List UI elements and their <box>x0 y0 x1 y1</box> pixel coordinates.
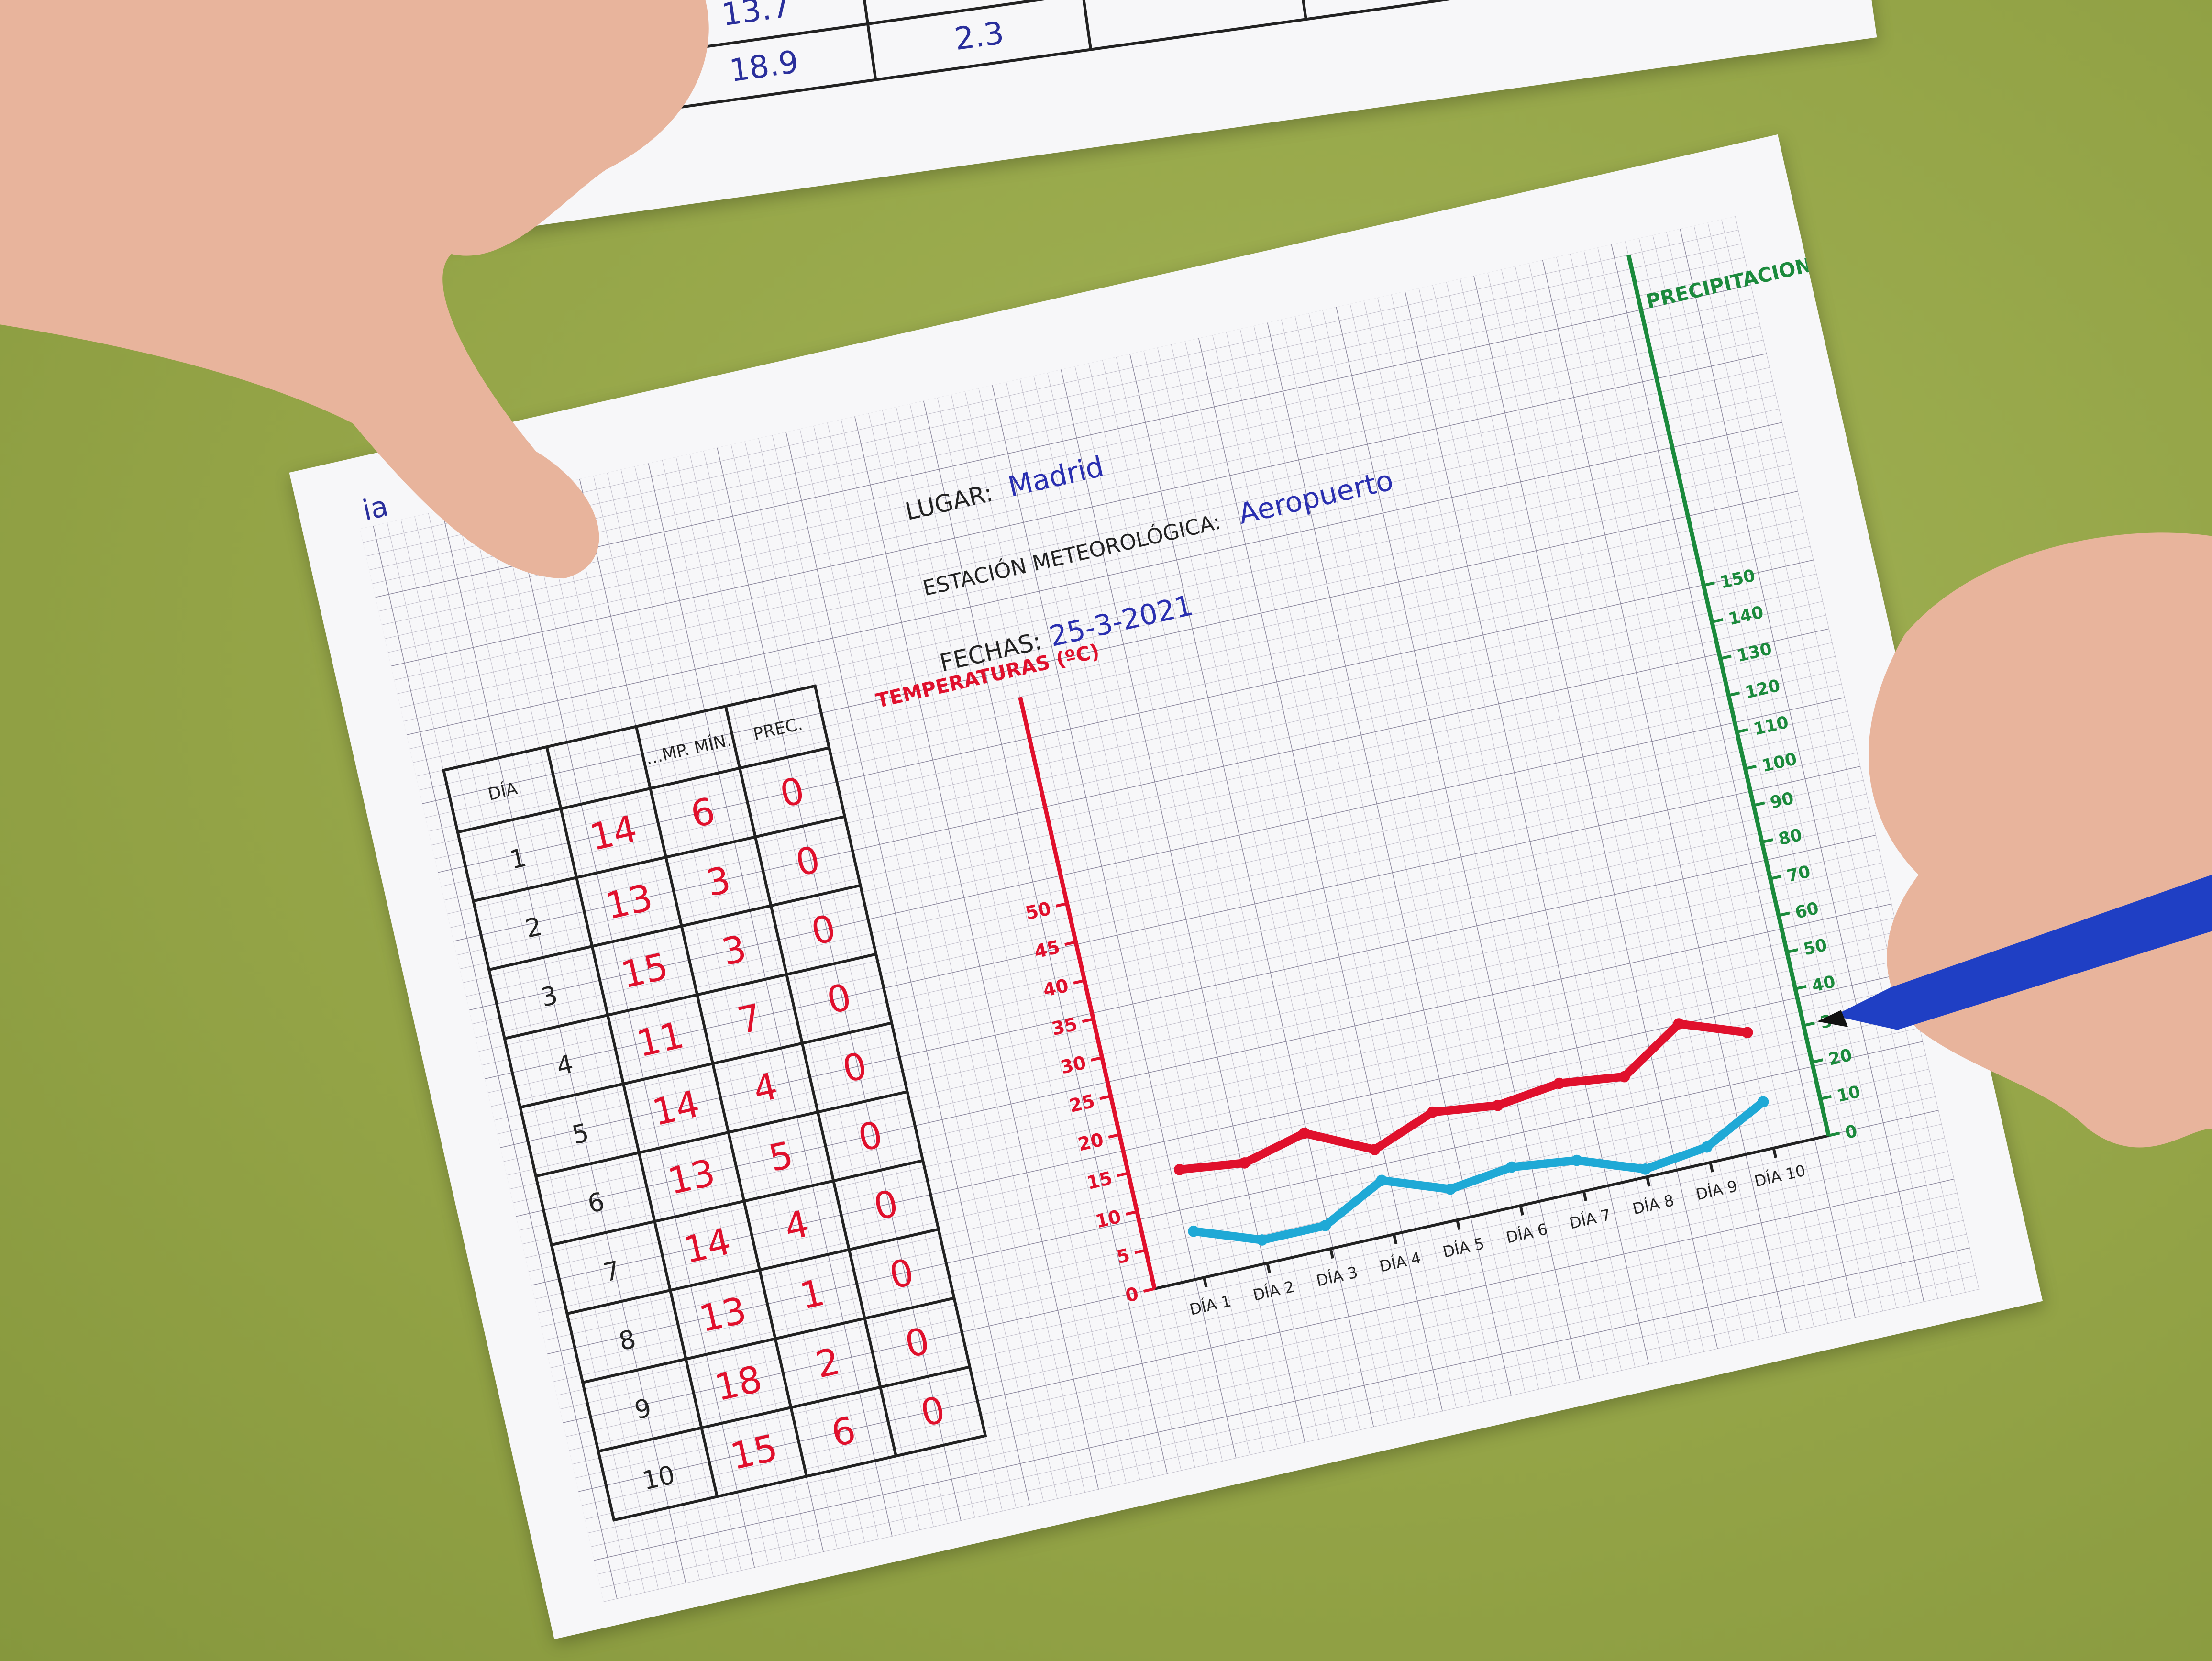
data-point <box>1427 1106 1438 1118</box>
temperature-tick <box>1143 1287 1155 1293</box>
temperature-tick <box>1108 1133 1120 1139</box>
temperature-tick <box>1064 941 1076 946</box>
temperature-tick <box>1091 1056 1103 1062</box>
precipitation-tick <box>1795 985 1807 990</box>
data-point <box>1618 1071 1630 1083</box>
series-line-1 <box>1189 1097 1768 1244</box>
precipitation-tick <box>1736 728 1748 734</box>
precipitation-tick <box>1828 1131 1840 1137</box>
temperature-axis <box>1018 697 1157 1289</box>
data-point <box>1701 1141 1713 1153</box>
data-point <box>1188 1225 1199 1237</box>
right-hand <box>1869 532 2212 1148</box>
data-point <box>1741 1027 1753 1039</box>
precipitation-tick <box>1812 1058 1824 1064</box>
temperature-tick <box>1126 1210 1138 1216</box>
x-tick <box>1329 1248 1335 1259</box>
x-tick <box>1646 1176 1651 1187</box>
data-point <box>1239 1157 1250 1169</box>
temperature-tick <box>1073 979 1085 985</box>
data-point <box>1319 1220 1331 1231</box>
table-cell: 14 <box>680 1220 735 1272</box>
data-point <box>1298 1127 1310 1139</box>
table-cell: 14 <box>649 1083 704 1134</box>
table-cell: 13 <box>664 1152 719 1203</box>
data-point <box>1376 1174 1388 1186</box>
x-tick <box>1456 1219 1461 1230</box>
precipitation-tick <box>1703 581 1715 587</box>
marker-pen <box>1817 875 2212 1030</box>
data-point <box>1369 1144 1381 1155</box>
table-cell: 18 <box>711 1358 766 1409</box>
precipitation-tick <box>1820 1095 1832 1100</box>
left-hand <box>0 0 709 579</box>
data-point <box>1173 1164 1185 1175</box>
temperature-tick <box>1099 1095 1111 1100</box>
climograph: ia LUGAR: Madrid ESTACIÓN METEOROLÓGICA:… <box>359 216 1980 1602</box>
precipitation-tick <box>1745 764 1757 770</box>
x-tick <box>1772 1148 1777 1158</box>
table-cell: 11 <box>633 1014 688 1065</box>
table-cell: 13 <box>696 1289 751 1341</box>
precipitation-tick <box>1786 948 1799 954</box>
precipitation-tick <box>1803 1021 1815 1027</box>
x-tick <box>1266 1262 1271 1273</box>
data-point <box>1639 1163 1651 1175</box>
temperature-tick <box>1117 1172 1129 1177</box>
temperature-tick <box>1134 1249 1146 1254</box>
temperature-tick <box>1055 902 1068 908</box>
precipitation-tick <box>1778 911 1790 917</box>
data-point <box>1492 1099 1504 1111</box>
x-tick <box>1582 1191 1588 1201</box>
x-tick <box>1203 1277 1208 1288</box>
data-point <box>1553 1077 1565 1089</box>
table-cell: 10 <box>640 1460 678 1496</box>
climograph-sheet: ia LUGAR: Madrid ESTACIÓN METEOROLÓGICA:… <box>289 134 2043 1639</box>
x-tick <box>1519 1205 1524 1216</box>
x-tick <box>1392 1234 1398 1244</box>
data-point <box>1256 1234 1268 1246</box>
temperature-tick <box>1082 1018 1094 1023</box>
series-line-0 <box>1175 1019 1752 1174</box>
table-border <box>442 684 987 1522</box>
graph-paper-grid <box>360 216 1980 1602</box>
precipitation-tick <box>1728 691 1740 697</box>
table-cell: 13 <box>602 876 657 928</box>
precipitation-tick <box>1712 618 1724 623</box>
precipitation-tick <box>1720 654 1732 660</box>
precipitation-tick <box>1753 801 1765 807</box>
data-point <box>1673 1018 1685 1030</box>
data-point <box>1444 1183 1456 1195</box>
data-point <box>1506 1161 1517 1173</box>
table-cell: 15 <box>617 945 672 997</box>
table-cell: 14 <box>586 808 641 859</box>
data-point <box>1571 1154 1582 1166</box>
precipitation-tick <box>1770 875 1782 880</box>
table-cell: 15 <box>727 1427 782 1478</box>
precipitation-tick <box>1761 838 1773 844</box>
x-tick <box>1709 1162 1714 1173</box>
data-point <box>1757 1096 1769 1108</box>
